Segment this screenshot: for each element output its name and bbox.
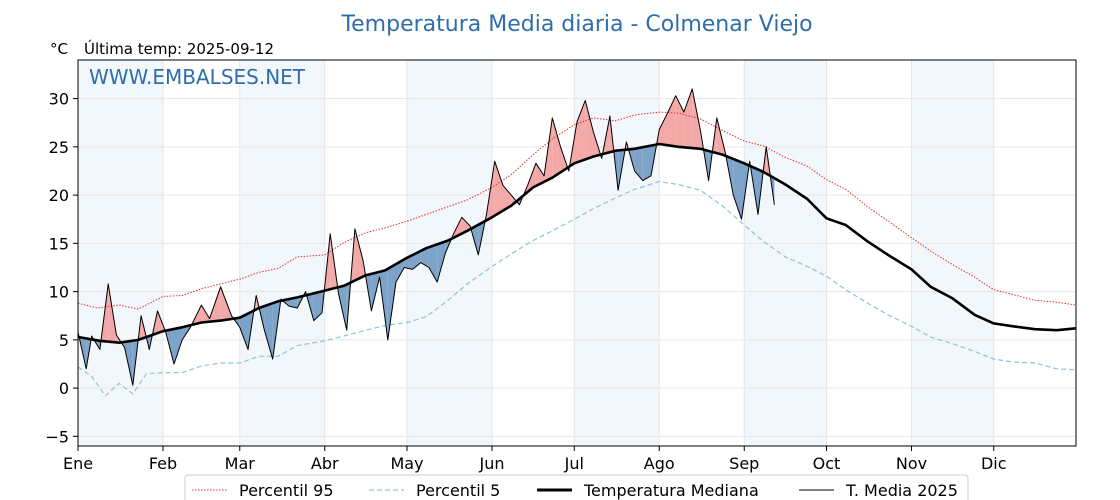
month-band-5 xyxy=(911,60,994,446)
x-tick-label-6: Jul xyxy=(564,454,584,473)
x-tick-label-3: Abr xyxy=(311,454,339,473)
x-tick-label-1: Feb xyxy=(149,454,177,473)
below-median-fill-45 xyxy=(313,291,322,321)
below-median-fill-64 xyxy=(437,241,446,282)
y-tick-label-2: 5 xyxy=(59,331,69,350)
above-median-fill-80 xyxy=(527,163,536,192)
month-band-4 xyxy=(744,60,827,446)
above-median-fill-88 xyxy=(577,100,586,163)
series-lines xyxy=(77,88,1077,397)
x-tick-label-5: Jun xyxy=(479,454,505,473)
y-axis: −5 0 5 10 15 20 25 30 xyxy=(45,90,78,446)
below-median-fill-30 xyxy=(239,313,248,350)
x-tick-label-11: Dic xyxy=(981,454,1007,473)
current-line xyxy=(77,88,775,386)
x-tick-label-9: Oct xyxy=(813,454,841,473)
y-tick-label-7: 30 xyxy=(49,90,69,109)
x-tick-label-2: Mar xyxy=(225,454,256,473)
below-median-fill-58 xyxy=(387,264,396,340)
y-tick-label-6: 25 xyxy=(49,138,69,157)
month-band-1 xyxy=(239,60,325,446)
below-median-fill-63 xyxy=(428,244,438,282)
x-tick-label-7: Ago xyxy=(644,454,675,473)
y-tick-label-5: 20 xyxy=(49,186,69,205)
plot-frame xyxy=(77,59,1077,447)
below-median-fill-61 xyxy=(412,250,421,270)
p5-line xyxy=(77,181,1077,397)
above-median-fill-74 xyxy=(494,161,503,216)
legend-current-label: T. Media 2025 xyxy=(845,481,958,500)
below-median-fill-62 xyxy=(420,247,429,268)
below-median-fill-40 xyxy=(289,297,298,308)
x-tick-label-0: Ene xyxy=(63,454,93,473)
last-temp-label: Última temp: 2025-09-12 xyxy=(84,39,274,58)
above-median-fill-83 xyxy=(552,117,561,178)
median-line xyxy=(77,142,1077,344)
p95-line xyxy=(77,111,1077,310)
x-tick-label-8: Sep xyxy=(729,454,759,473)
unit-label: °C xyxy=(50,40,68,58)
above-median-fill-107 xyxy=(683,88,693,149)
month-bands xyxy=(78,60,994,446)
y-tick-label-1: 0 xyxy=(59,379,69,398)
above-median-fill-108 xyxy=(692,88,701,149)
above-median-fill-81 xyxy=(535,163,545,186)
above-median-fill-75 xyxy=(503,185,512,211)
y-tick-label-3: 10 xyxy=(49,283,69,302)
y-tick-label-0: −5 xyxy=(45,427,69,446)
above-median-fill-89 xyxy=(585,100,594,160)
above-median-fill-25 xyxy=(201,305,210,323)
above-median-fill-53 xyxy=(354,228,364,281)
below-median-fill-59 xyxy=(396,259,405,282)
watermark: WWW.EMBALSES.NET xyxy=(89,65,306,89)
legend: Percentil 95 Percentil 5 Temperatura Med… xyxy=(184,474,969,500)
below-median-fill-35 xyxy=(264,303,273,360)
legend-p5-label: Percentil 5 xyxy=(416,481,500,500)
below-median-fill-21 xyxy=(174,327,183,364)
below-median-fill-100 xyxy=(634,147,643,181)
y-tick-label-4: 15 xyxy=(49,234,69,253)
x-tick-label-10: Nov xyxy=(896,454,927,473)
x-axis: Ene Feb Mar Abr May Jun Jul Ago Sep Oct Nov Dic xyxy=(63,446,1007,473)
x-tick-label-4: May xyxy=(390,454,423,473)
below-median-fill-101 xyxy=(642,145,651,181)
above-median-fill-105 xyxy=(667,95,676,147)
above-median-fill-104 xyxy=(659,113,668,146)
month-band-0 xyxy=(78,60,163,446)
chart-title: Temperatura Media diaria - Colmenar Viej… xyxy=(340,12,812,37)
below-median-fill-116 xyxy=(733,158,742,220)
legend-median-label: Temperatura Mediana xyxy=(583,481,759,500)
legend-p95-label: Percentil 95 xyxy=(239,481,334,500)
legend-box xyxy=(184,474,969,500)
